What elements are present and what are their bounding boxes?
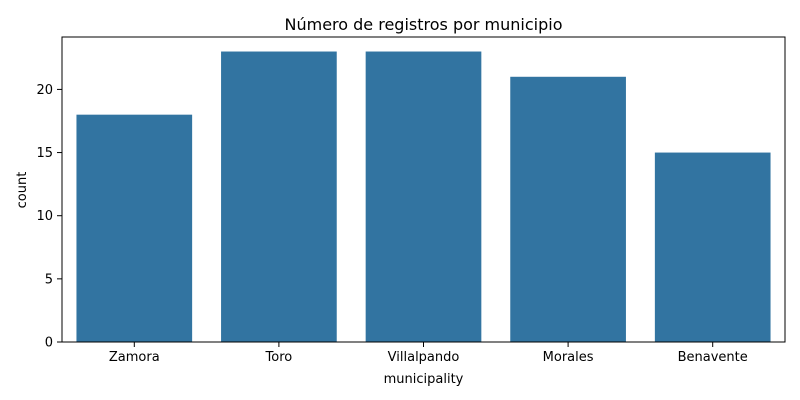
bar-villalpando (365, 51, 482, 343)
y-axis-label: count (15, 172, 30, 209)
y-tick-label: 15 (36, 146, 53, 161)
chart-title: Número de registros por municipio (285, 15, 563, 34)
x-tick-label: Toro (265, 350, 293, 365)
bar-zamora (76, 114, 193, 342)
x-tick-label: Villalpando (388, 350, 460, 365)
x-tick-label: Zamora (109, 350, 160, 365)
x-tick-label: Benavente (678, 350, 748, 365)
y-tick-label: 20 (36, 83, 53, 98)
y-tick-label: 10 (36, 209, 53, 224)
bar-toro (221, 51, 337, 343)
x-tick-label: Morales (543, 350, 594, 365)
bar-morales (510, 76, 626, 343)
y-tick-label: 5 (45, 272, 53, 287)
y-tick-label: 0 (45, 336, 53, 351)
plot-frame (61, 36, 786, 343)
bar-benavente (654, 152, 771, 342)
plot-area: Zamora Toro Villalpando Morales Benavente 0 5 1… (36, 36, 786, 365)
x-axis-label: municipality (384, 372, 464, 387)
